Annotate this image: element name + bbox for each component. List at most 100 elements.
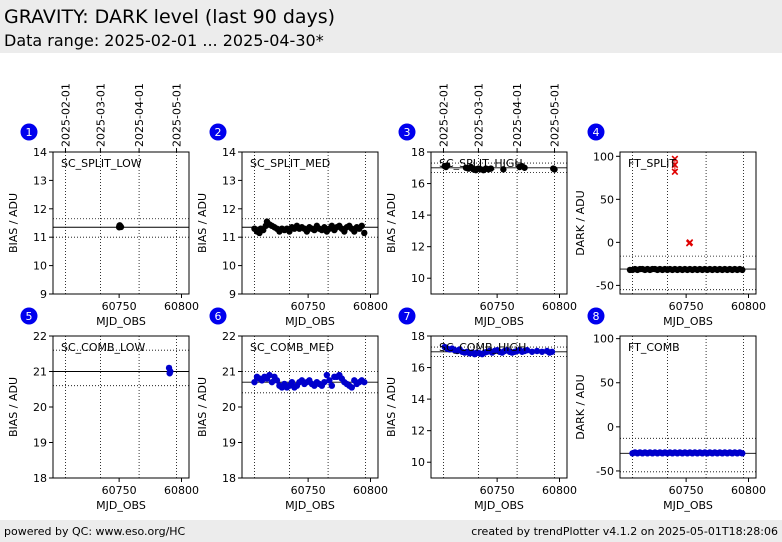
y-tick-label: 12 bbox=[33, 203, 47, 216]
data-point bbox=[551, 166, 558, 173]
y-tick-label: 12 bbox=[222, 203, 236, 216]
date-tick-label: 2025-05-01 bbox=[549, 83, 562, 147]
date-tick-label: 2025-02-01 bbox=[59, 83, 72, 147]
data-point bbox=[266, 371, 273, 379]
data-point bbox=[116, 222, 123, 230]
panel-label: FT_COMB bbox=[628, 341, 680, 354]
y-axis-label: BIAS / ADU bbox=[7, 377, 20, 437]
x-axis-label: MJD_OBS bbox=[96, 499, 146, 512]
date-tick-label: 2025-04-01 bbox=[133, 83, 146, 147]
page-subtitle: Data range: 2025-02-01 ... 2025-04-30* bbox=[4, 31, 324, 50]
data-point bbox=[538, 348, 546, 355]
panel-badge-number: 7 bbox=[404, 310, 411, 323]
data-point bbox=[358, 222, 365, 230]
y-tick-label: 10 bbox=[411, 272, 425, 285]
y-axis-label: DARK / ADU bbox=[574, 190, 587, 255]
plot-frame bbox=[619, 335, 757, 479]
panel-label: SC_COMB_LOW bbox=[61, 341, 145, 354]
x-tick-label: 60800 bbox=[353, 300, 388, 313]
x-tick-label: 60800 bbox=[542, 300, 577, 313]
y-tick-label: 22 bbox=[222, 330, 236, 343]
panel-label: SC_SPLIT_MED bbox=[250, 157, 330, 170]
y-axis-label: BIAS / ADU bbox=[196, 377, 209, 437]
data-point bbox=[326, 377, 333, 384]
footer-bar: powered by QC: www.eso.org/HC created by… bbox=[0, 520, 782, 542]
x-tick-label: 60800 bbox=[164, 484, 199, 497]
data-point bbox=[739, 266, 746, 274]
date-tick-label: 2025-03-01 bbox=[472, 83, 485, 147]
chart-panel-5: 18 19 20 21 22 60750 60800 MJD_OBS BIAS / ADU SC_… bbox=[7, 307, 199, 512]
x-tick-label: 60750 bbox=[102, 484, 137, 497]
x-tick-label: 60800 bbox=[164, 300, 199, 313]
x-tick-label: 60800 bbox=[542, 484, 577, 497]
chart-panel-1: 9 10 11 12 13 14 60750 60800 MJD_OBS BIAS / ADU SC… bbox=[7, 83, 199, 328]
panel-badge-number: 3 bbox=[404, 126, 411, 139]
date-tick-label: 2025-04-01 bbox=[511, 83, 524, 147]
outlier-point bbox=[685, 239, 693, 247]
y-tick-label: 19 bbox=[33, 437, 47, 450]
data-point bbox=[361, 229, 368, 237]
plot-frame bbox=[619, 151, 757, 295]
data-point bbox=[487, 165, 495, 172]
data-point bbox=[321, 378, 328, 386]
x-axis-label: MJD_OBS bbox=[663, 499, 713, 512]
x-tick-label: 60750 bbox=[669, 300, 704, 313]
y-tick-label: 12 bbox=[411, 425, 425, 438]
data-point bbox=[521, 164, 528, 171]
plot-frame bbox=[241, 151, 379, 295]
y-tick-label: 16 bbox=[411, 362, 425, 375]
x-axis-label: MJD_OBS bbox=[474, 315, 524, 328]
y-tick-label: 16 bbox=[411, 178, 425, 191]
y-tick-label: 9 bbox=[229, 288, 236, 301]
panel-badge bbox=[587, 307, 605, 325]
x-axis-label: MJD_OBS bbox=[663, 315, 713, 328]
page-title: GRAVITY: DARK level (last 90 days) bbox=[4, 6, 336, 28]
y-tick-label: 10 bbox=[411, 456, 425, 469]
y-axis-label: BIAS / ADU bbox=[385, 193, 398, 253]
footer-credit: powered by QC: www.eso.org/HC bbox=[4, 525, 186, 538]
y-tick-label: 10 bbox=[33, 260, 47, 273]
y-tick-label: 13 bbox=[222, 174, 236, 187]
data-point bbox=[361, 378, 368, 386]
x-tick-label: 60750 bbox=[480, 300, 515, 313]
panel-label: SC_COMB_HIGH bbox=[439, 341, 526, 354]
panel-badge bbox=[398, 307, 416, 325]
panel-badge-number: 6 bbox=[215, 310, 222, 323]
y-tick-label: 100 bbox=[593, 150, 614, 163]
y-tick-label: 18 bbox=[411, 330, 425, 343]
data-point bbox=[273, 377, 281, 384]
y-tick-label: 50 bbox=[600, 377, 614, 390]
x-axis-label: MJD_OBS bbox=[474, 499, 524, 512]
data-point bbox=[444, 162, 451, 169]
y-axis-label: BIAS / ADU bbox=[196, 193, 209, 253]
data-point bbox=[533, 347, 541, 355]
panel-badge bbox=[209, 123, 227, 141]
x-tick-label: 60750 bbox=[480, 484, 515, 497]
plot-frame bbox=[241, 335, 379, 479]
y-tick-label: 11 bbox=[33, 231, 47, 244]
panel-badge-number: 5 bbox=[26, 310, 33, 323]
y-tick-label: 14 bbox=[33, 146, 47, 159]
chart-panel-7: 10 12 14 16 18 60750 60800 MJD_OBS BIAS / ADU SC_… bbox=[385, 307, 577, 512]
data-point bbox=[323, 371, 331, 379]
y-tick-label: -50 bbox=[596, 279, 614, 292]
y-tick-label: 12 bbox=[411, 241, 425, 254]
x-tick-label: 60750 bbox=[291, 484, 326, 497]
y-tick-label: 14 bbox=[411, 209, 425, 222]
data-point bbox=[251, 378, 258, 386]
x-tick-label: 60750 bbox=[669, 484, 704, 497]
y-tick-label: 22 bbox=[33, 330, 47, 343]
x-axis-label: MJD_OBS bbox=[285, 315, 335, 328]
footer-created: created by trendPlotter v4.1.2 on 2025-0… bbox=[471, 525, 778, 538]
y-axis-label: BIAS / ADU bbox=[7, 193, 20, 253]
y-tick-label: 9 bbox=[40, 288, 47, 301]
data-point bbox=[523, 347, 531, 354]
date-tick-label: 2025-02-01 bbox=[437, 83, 450, 147]
panel-badge bbox=[209, 307, 227, 325]
x-axis-label: MJD_OBS bbox=[285, 499, 335, 512]
date-tick-label: 2025-03-01 bbox=[94, 83, 107, 147]
y-tick-label: 18 bbox=[222, 472, 236, 485]
data-point bbox=[328, 382, 336, 389]
panel-label: SC_COMB_MED bbox=[250, 341, 334, 354]
